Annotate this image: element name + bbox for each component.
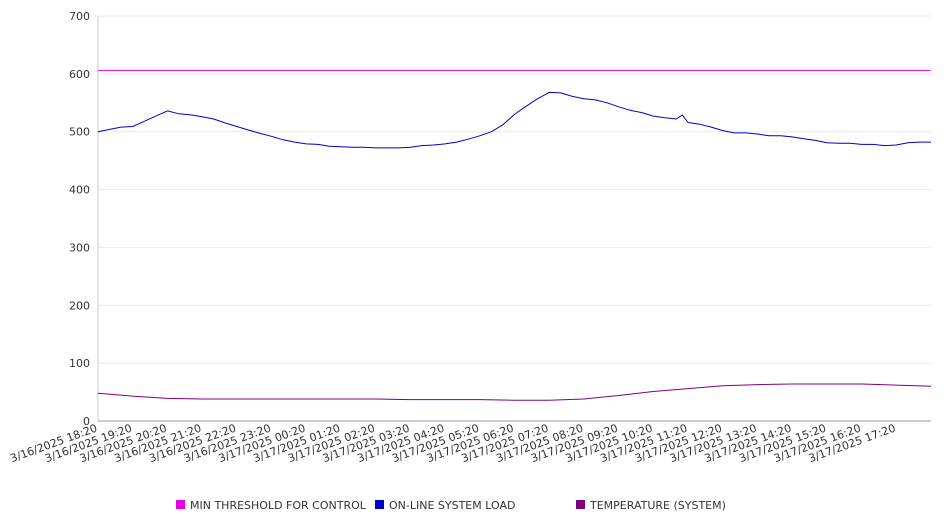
y-tick-label: 0 [83, 415, 90, 428]
y-tick-label: 500 [69, 126, 90, 139]
y-axis-ticks: 0 100 200 300 400 500 600 700 [69, 10, 90, 428]
y-tick-label: 600 [69, 68, 90, 81]
series-line-1 [97, 91, 931, 149]
y-tick-label: 300 [69, 241, 90, 254]
legend: MIN THRESHOLD FOR CONTROL ON-LINE SYSTEM … [176, 499, 726, 512]
legend-label-0: MIN THRESHOLD FOR CONTROL [190, 499, 367, 512]
x-axis-ticks: 3/16/2025 18:203/16/2025 19:203/16/2025 … [8, 422, 897, 466]
y-tick-label: 200 [69, 299, 90, 312]
axes [97, 16, 931, 422]
y-tick-label: 400 [69, 184, 90, 197]
legend-swatch-2 [576, 500, 585, 509]
legend-swatch-0 [176, 500, 185, 509]
y-tick-label: 700 [69, 10, 90, 23]
series-lines [97, 69, 932, 401]
legend-label-2: TEMPERATURE (SYSTEM) [589, 499, 726, 512]
legend-swatch-1 [375, 500, 384, 509]
series-line-2 [97, 383, 932, 401]
grid-lines [98, 15, 931, 422]
y-tick-label: 100 [69, 357, 90, 370]
legend-label-1: ON-LINE SYSTEM LOAD [389, 499, 515, 512]
